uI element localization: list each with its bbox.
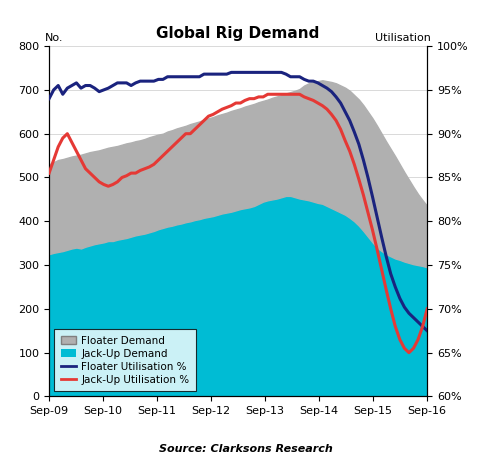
Legend: Floater Demand, Jack-Up Demand, Floater Utilisation %, Jack-Up Utilisation %: Floater Demand, Jack-Up Demand, Floater … [55,329,196,391]
Title: Global Rig Demand: Global Rig Demand [157,26,320,41]
Text: Source: Clarksons Research: Source: Clarksons Research [159,444,332,454]
Text: Utilisation: Utilisation [375,33,431,42]
Text: No.: No. [45,33,64,42]
